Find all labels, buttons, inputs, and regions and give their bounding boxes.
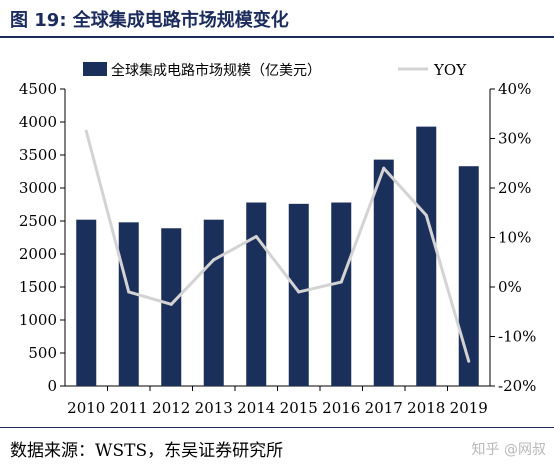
figure-title-area: 图 19: 全球集成电路市场规模变化: [0, 0, 554, 38]
left-tick-label: 4000: [19, 113, 57, 131]
right-tick-label: -10%: [498, 328, 536, 346]
figure-title: 图 19: 全球集成电路市场规模变化: [10, 10, 289, 31]
left-tick-label: 2500: [19, 212, 57, 230]
right-tick-label: 0%: [498, 278, 522, 296]
yoy-point: [84, 129, 88, 133]
bar: [161, 228, 182, 386]
bar: [118, 222, 139, 386]
yoy-line: [84, 130, 471, 362]
bar: [203, 219, 224, 386]
yoy-point: [339, 280, 343, 284]
x-tick-label: 2011: [110, 399, 148, 417]
yoy-point: [424, 213, 428, 217]
x-tick-label: 2016: [322, 399, 360, 417]
left-tick-label: 1500: [19, 278, 57, 296]
yoy-point: [467, 359, 471, 363]
right-tick-label: 40%: [498, 80, 531, 98]
legend: 全球集成电路市场规模（亿美元） YOY: [83, 61, 467, 79]
x-tick-label: 2013: [195, 399, 233, 417]
x-tick-label: 2014: [237, 399, 275, 417]
left-tick-label: 1000: [19, 311, 57, 329]
left-tick-label: 4500: [19, 80, 57, 98]
legend-bar-label: 全球集成电路市场规模（亿美元）: [111, 62, 321, 79]
x-tick-label: 2018: [407, 399, 445, 417]
yoy-point: [127, 290, 131, 294]
left-tick-label: 2000: [19, 245, 57, 263]
left-tick-label: 500: [28, 344, 57, 362]
yoy-point: [169, 302, 173, 306]
left-tick-label: 3000: [19, 179, 57, 197]
x-tick-label: 2010: [67, 399, 105, 417]
bar: [331, 202, 352, 386]
left-tick-label: 0: [47, 377, 57, 395]
bar-series: [76, 126, 479, 387]
title-rule: [0, 36, 554, 38]
right-tick-label: 20%: [498, 179, 531, 197]
bar: [373, 159, 394, 386]
x-tick-label: 2019: [450, 399, 488, 417]
yoy-series: [84, 129, 471, 363]
x-tick-label: 2017: [365, 399, 403, 417]
bar: [76, 219, 97, 386]
x-tick-label: 2015: [280, 399, 318, 417]
watermark: 知乎 @网叔: [471, 442, 546, 458]
bar: [458, 166, 479, 386]
x-tick-label: 2012: [152, 399, 190, 417]
bar: [246, 202, 267, 386]
source-note: 数据来源：WSTS，东吴证券研究所: [10, 441, 284, 461]
yoy-point: [297, 290, 301, 294]
right-tick-label: 10%: [498, 229, 531, 247]
chart: 全球集成电路市场规模（亿美元） YOY 0 500 1000 1500 2000 2500…: [19, 61, 537, 417]
yoy-point: [254, 235, 258, 239]
yoy-point: [382, 166, 386, 170]
legend-line-label: YOY: [433, 61, 467, 79]
right-tick-label: 30%: [498, 130, 531, 148]
yoy-point: [212, 258, 216, 262]
source-rule: [0, 427, 554, 428]
right-tick-label: -20%: [498, 377, 536, 395]
left-tick-label: 3500: [19, 146, 57, 164]
legend-bar-swatch: [83, 62, 107, 76]
bar: [416, 126, 437, 387]
bar: [288, 203, 309, 386]
